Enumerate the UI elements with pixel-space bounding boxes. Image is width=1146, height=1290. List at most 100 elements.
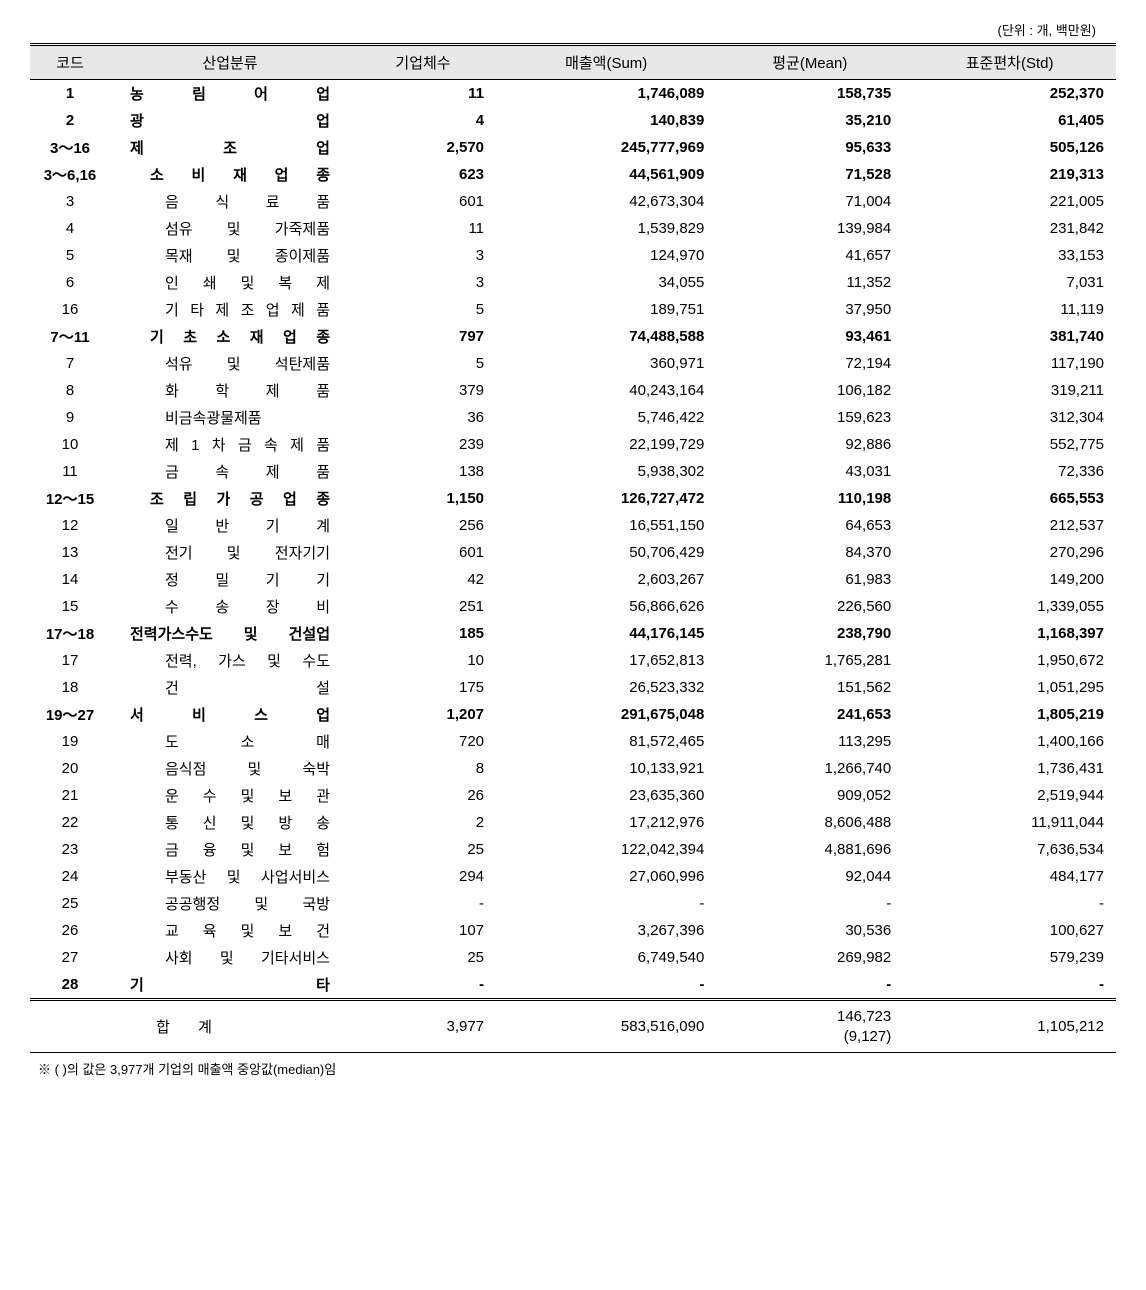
table-row: 15수 송 장 비25156,866,626226,5601,339,055 xyxy=(30,593,1116,620)
table-row: 4섬유 및 가죽제품111,539,829139,984231,842 xyxy=(30,215,1116,242)
table-row: 16기 타 제 조 업 제 품5189,75137,95011,119 xyxy=(30,296,1116,323)
cell-count: 42 xyxy=(350,566,496,593)
cell-industry: 부동산 및 사업서비스 xyxy=(110,863,350,890)
cell-code: 27 xyxy=(30,944,110,971)
cell-mean: 37,950 xyxy=(716,296,903,323)
table-row: 18건 설17526,523,332151,5621,051,295 xyxy=(30,674,1116,701)
cell-count: 5 xyxy=(350,296,496,323)
cell-count: 294 xyxy=(350,863,496,890)
cell-mean: 11,352 xyxy=(716,269,903,296)
cell-sum: - xyxy=(496,890,716,917)
cell-sum: 17,212,976 xyxy=(496,809,716,836)
cell-std: 219,313 xyxy=(903,161,1116,188)
cell-count: 36 xyxy=(350,404,496,431)
total-label: 합 계 xyxy=(30,1000,350,1053)
cell-mean: 226,560 xyxy=(716,593,903,620)
cell-count: 3 xyxy=(350,269,496,296)
cell-count: 25 xyxy=(350,836,496,863)
cell-std: 7,031 xyxy=(903,269,1116,296)
cell-std: 312,304 xyxy=(903,404,1116,431)
cell-std: 1,805,219 xyxy=(903,701,1116,728)
cell-code: 17 xyxy=(30,647,110,674)
cell-sum: 50,706,429 xyxy=(496,539,716,566)
cell-code: 28 xyxy=(30,971,110,1000)
cell-std: 665,553 xyxy=(903,485,1116,512)
cell-std: 319,211 xyxy=(903,377,1116,404)
table-row: 21운 수 및 보 관2623,635,360909,0522,519,944 xyxy=(30,782,1116,809)
cell-std: 1,339,055 xyxy=(903,593,1116,620)
cell-std: - xyxy=(903,971,1116,1000)
cell-industry: 기 타 xyxy=(110,971,350,1000)
cell-count: 25 xyxy=(350,944,496,971)
cell-std: 1,950,672 xyxy=(903,647,1116,674)
table-row: 11금 속 제 품1385,938,30243,03172,336 xyxy=(30,458,1116,485)
industry-table: 코드 산업분류 기업체수 매출액(Sum) 평균(Mean) 표준편차(Std)… xyxy=(30,43,1116,1053)
cell-std: 484,177 xyxy=(903,863,1116,890)
cell-code: 17～18 xyxy=(30,620,110,647)
cell-mean: - xyxy=(716,971,903,1000)
cell-sum: 2,603,267 xyxy=(496,566,716,593)
cell-industry: 운 수 및 보 관 xyxy=(110,782,350,809)
table-row: 14정 밀 기 기422,603,26761,983149,200 xyxy=(30,566,1116,593)
cell-std: 1,168,397 xyxy=(903,620,1116,647)
cell-count: 251 xyxy=(350,593,496,620)
cell-sum: 189,751 xyxy=(496,296,716,323)
table-row: 2광 업4140,83935,21061,405 xyxy=(30,107,1116,134)
cell-industry: 소 비 재 업 종 xyxy=(110,161,350,188)
cell-count: 239 xyxy=(350,431,496,458)
cell-industry: 음식점 및 숙박 xyxy=(110,755,350,782)
cell-count: 8 xyxy=(350,755,496,782)
cell-std: 252,370 xyxy=(903,80,1116,108)
table-row: 1농 림 어 업111,746,089158,735252,370 xyxy=(30,80,1116,108)
cell-mean: 35,210 xyxy=(716,107,903,134)
cell-industry: 건 설 xyxy=(110,674,350,701)
cell-std: 221,005 xyxy=(903,188,1116,215)
cell-code: 7～11 xyxy=(30,323,110,350)
table-row: 23금 융 및 보 험25122,042,3944,881,6967,636,5… xyxy=(30,836,1116,863)
cell-industry: 전력, 가스 및 수도 xyxy=(110,647,350,674)
cell-mean: 159,623 xyxy=(716,404,903,431)
cell-industry: 목재 및 종이제품 xyxy=(110,242,350,269)
cell-count: 3 xyxy=(350,242,496,269)
table-row: 19도 소 매72081,572,465113,2951,400,166 xyxy=(30,728,1116,755)
cell-code: 21 xyxy=(30,782,110,809)
cell-count: 797 xyxy=(350,323,496,350)
cell-code: 19 xyxy=(30,728,110,755)
cell-industry: 음 식 료 품 xyxy=(110,188,350,215)
table-row: 22통 신 및 방 송217,212,9768,606,48811,911,04… xyxy=(30,809,1116,836)
cell-industry: 일 반 기 계 xyxy=(110,512,350,539)
cell-sum: 27,060,996 xyxy=(496,863,716,890)
cell-code: 18 xyxy=(30,674,110,701)
cell-mean: 909,052 xyxy=(716,782,903,809)
cell-industry: 정 밀 기 기 xyxy=(110,566,350,593)
cell-code: 4 xyxy=(30,215,110,242)
cell-mean: 139,984 xyxy=(716,215,903,242)
cell-std: 100,627 xyxy=(903,917,1116,944)
cell-sum: 22,199,729 xyxy=(496,431,716,458)
cell-std: - xyxy=(903,890,1116,917)
cell-industry: 전기 및 전자기기 xyxy=(110,539,350,566)
total-count: 3,977 xyxy=(350,1000,496,1053)
cell-mean: 151,562 xyxy=(716,674,903,701)
table-row: 26교 육 및 보 건1073,267,39630,536100,627 xyxy=(30,917,1116,944)
cell-std: 72,336 xyxy=(903,458,1116,485)
cell-mean: 4,881,696 xyxy=(716,836,903,863)
cell-code: 25 xyxy=(30,890,110,917)
cell-code: 26 xyxy=(30,917,110,944)
table-row: 3～6,16소 비 재 업 종62344,561,90971,528219,31… xyxy=(30,161,1116,188)
cell-count: 1,207 xyxy=(350,701,496,728)
cell-std: 270,296 xyxy=(903,539,1116,566)
cell-std: 579,239 xyxy=(903,944,1116,971)
cell-sum: 34,055 xyxy=(496,269,716,296)
cell-sum: 44,561,909 xyxy=(496,161,716,188)
cell-sum: 245,777,969 xyxy=(496,134,716,161)
cell-sum: 56,866,626 xyxy=(496,593,716,620)
cell-std: 1,400,166 xyxy=(903,728,1116,755)
cell-std: 505,126 xyxy=(903,134,1116,161)
cell-count: 11 xyxy=(350,215,496,242)
table-row: 7석유 및 석탄제품5360,97172,194117,190 xyxy=(30,350,1116,377)
cell-industry: 광 업 xyxy=(110,107,350,134)
cell-sum: 17,652,813 xyxy=(496,647,716,674)
cell-count: 623 xyxy=(350,161,496,188)
cell-sum: 140,839 xyxy=(496,107,716,134)
